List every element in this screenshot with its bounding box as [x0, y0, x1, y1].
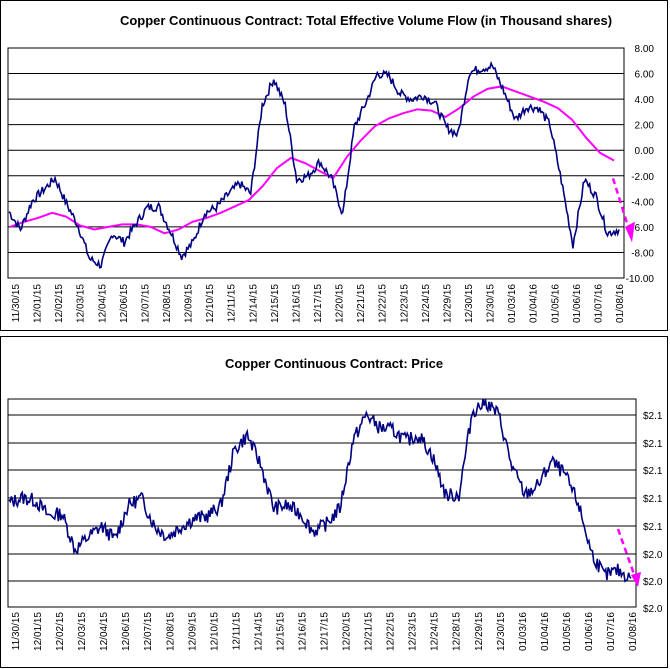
- x-tick-label: 12/29/15: [442, 284, 453, 323]
- y-tick-label: -2.00: [631, 172, 654, 183]
- y-tick-label: 0.00: [635, 146, 655, 157]
- x-tick-label: 01/06/16: [572, 284, 583, 323]
- price-line: [8, 398, 632, 583]
- x-tick-label: 12/21/15: [364, 612, 375, 651]
- y-tick-label: $2.1: [643, 466, 663, 477]
- y-tick-label: $2.0: [643, 577, 663, 588]
- price-chart-title: Copper Continuous Contract: Price: [225, 356, 443, 371]
- x-tick-label: 12/14/15: [253, 612, 264, 651]
- x-tick-label: 12/08/15: [165, 612, 176, 651]
- x-tick-label: 12/01/15: [33, 612, 44, 651]
- y-tick-label: -10.00: [626, 274, 655, 285]
- y-tick-label: -6.00: [631, 223, 654, 234]
- x-tick-label: 12/10/15: [209, 612, 220, 651]
- x-tick-label: 01/03/16: [507, 284, 518, 323]
- x-tick-label: 12/22/15: [386, 612, 397, 651]
- y-tick-label: 4.00: [635, 95, 655, 106]
- x-tick-label: 01/06/16: [584, 612, 595, 651]
- x-tick-label: 12/10/15: [205, 284, 216, 323]
- y-tick-label: $2.0: [643, 550, 663, 561]
- y-tick-label: 2.00: [635, 121, 655, 132]
- x-tick-label: 01/05/16: [562, 612, 573, 651]
- x-tick-label: 11/30/15: [11, 284, 22, 323]
- x-tick-label: 12/22/15: [378, 284, 389, 323]
- x-tick-label: 12/03/15: [76, 284, 87, 323]
- x-tick-label: 12/28/15: [452, 612, 463, 651]
- x-tick-label: 12/04/15: [99, 612, 110, 651]
- x-tick-label: 12/24/15: [421, 284, 432, 323]
- y-tick-label: -4.00: [631, 197, 654, 208]
- x-tick-label: 12/30/15: [464, 284, 475, 323]
- trend-arrow-line: [611, 177, 631, 230]
- x-tick-label: 12/30/15: [496, 612, 507, 651]
- x-tick-label: 12/04/15: [97, 284, 108, 323]
- x-tick-label: 11/30/15: [11, 612, 22, 651]
- x-tick-label: 01/05/16: [550, 284, 561, 323]
- x-tick-label: 12/02/15: [54, 284, 65, 323]
- trend-arrow-head: [631, 572, 641, 587]
- y-tick-label: 6.00: [635, 70, 655, 81]
- x-tick-label: 12/23/15: [408, 612, 419, 651]
- x-tick-label: 01/08/16: [615, 284, 626, 323]
- volume-flow-line: [8, 60, 620, 269]
- moving-average-line: [9, 85, 615, 235]
- x-tick-label: 12/20/15: [342, 612, 353, 651]
- x-tick-label: 12/17/15: [320, 612, 331, 651]
- x-tick-label: 12/24/15: [430, 612, 441, 651]
- x-tick-label: 12/07/15: [140, 284, 151, 323]
- x-tick-label: 12/29/15: [474, 612, 485, 651]
- x-tick-label: 12/16/15: [297, 612, 308, 651]
- x-tick-label: 12/30/15: [486, 284, 497, 323]
- x-tick-label: 12/07/15: [143, 612, 154, 651]
- x-tick-label: 12/09/15: [187, 612, 198, 651]
- price-chart: Copper Continuous Contract: Price $2.1 $2…: [7, 356, 663, 651]
- y-tick-label: $2.1: [643, 494, 663, 505]
- x-tick-label: 12/09/15: [184, 284, 195, 323]
- x-tick-label: 12/08/15: [162, 284, 173, 323]
- x-tick-label: 12/11/15: [231, 612, 242, 651]
- y-tick-label: $2.1: [643, 439, 663, 450]
- y-tick-label: $2.1: [643, 522, 663, 533]
- y-tick-label: $2.0: [643, 604, 663, 615]
- trend-arrow-line: [616, 528, 637, 578]
- y-tick-label: 8.00: [635, 44, 655, 55]
- y-tick-label: $2.1: [643, 411, 663, 422]
- x-tick-label: 01/04/16: [529, 284, 540, 323]
- x-tick-label: 12/14/15: [248, 284, 259, 323]
- x-tick-label: 12/17/15: [313, 284, 324, 323]
- price-chart-panel: Copper Continuous Contract: Price $2.1 $2…: [0, 336, 668, 668]
- x-tick-label: 12/16/15: [291, 284, 302, 323]
- x-tick-label: 12/15/15: [275, 612, 286, 651]
- x-tick-label: 12/06/15: [121, 612, 132, 651]
- price-plot-area: [7, 398, 637, 608]
- x-tick-label: 01/08/16: [628, 612, 639, 651]
- x-tick-label: 12/15/15: [270, 284, 281, 323]
- x-tick-label: 12/03/15: [77, 612, 88, 651]
- volume-flow-chart-panel: Copper Continuous Contract: Total Effect…: [0, 0, 668, 331]
- x-tick-label: 12/11/15: [227, 284, 238, 323]
- volume-flow-chart: Copper Continuous Contract: Total Effect…: [7, 13, 655, 323]
- x-tick-label: 12/06/15: [119, 284, 130, 323]
- x-tick-label: 01/03/16: [518, 612, 529, 651]
- volume-flow-plot-area: [7, 47, 625, 279]
- x-tick-label: 12/02/15: [55, 612, 66, 651]
- trend-arrow-head: [625, 221, 635, 243]
- x-tick-label: 01/07/16: [606, 612, 617, 651]
- x-tick-label: 12/01/15: [33, 284, 44, 323]
- volume-flow-chart-title: Copper Continuous Contract: Total Effect…: [120, 13, 612, 28]
- x-tick-label: 01/04/16: [540, 612, 551, 651]
- x-tick-label: 12/21/15: [356, 284, 367, 323]
- x-tick-label: 12/23/15: [399, 284, 410, 323]
- x-tick-label: 01/07/16: [593, 284, 604, 323]
- x-tick-label: 12/20/15: [335, 284, 346, 323]
- y-tick-label: -8.00: [631, 248, 654, 259]
